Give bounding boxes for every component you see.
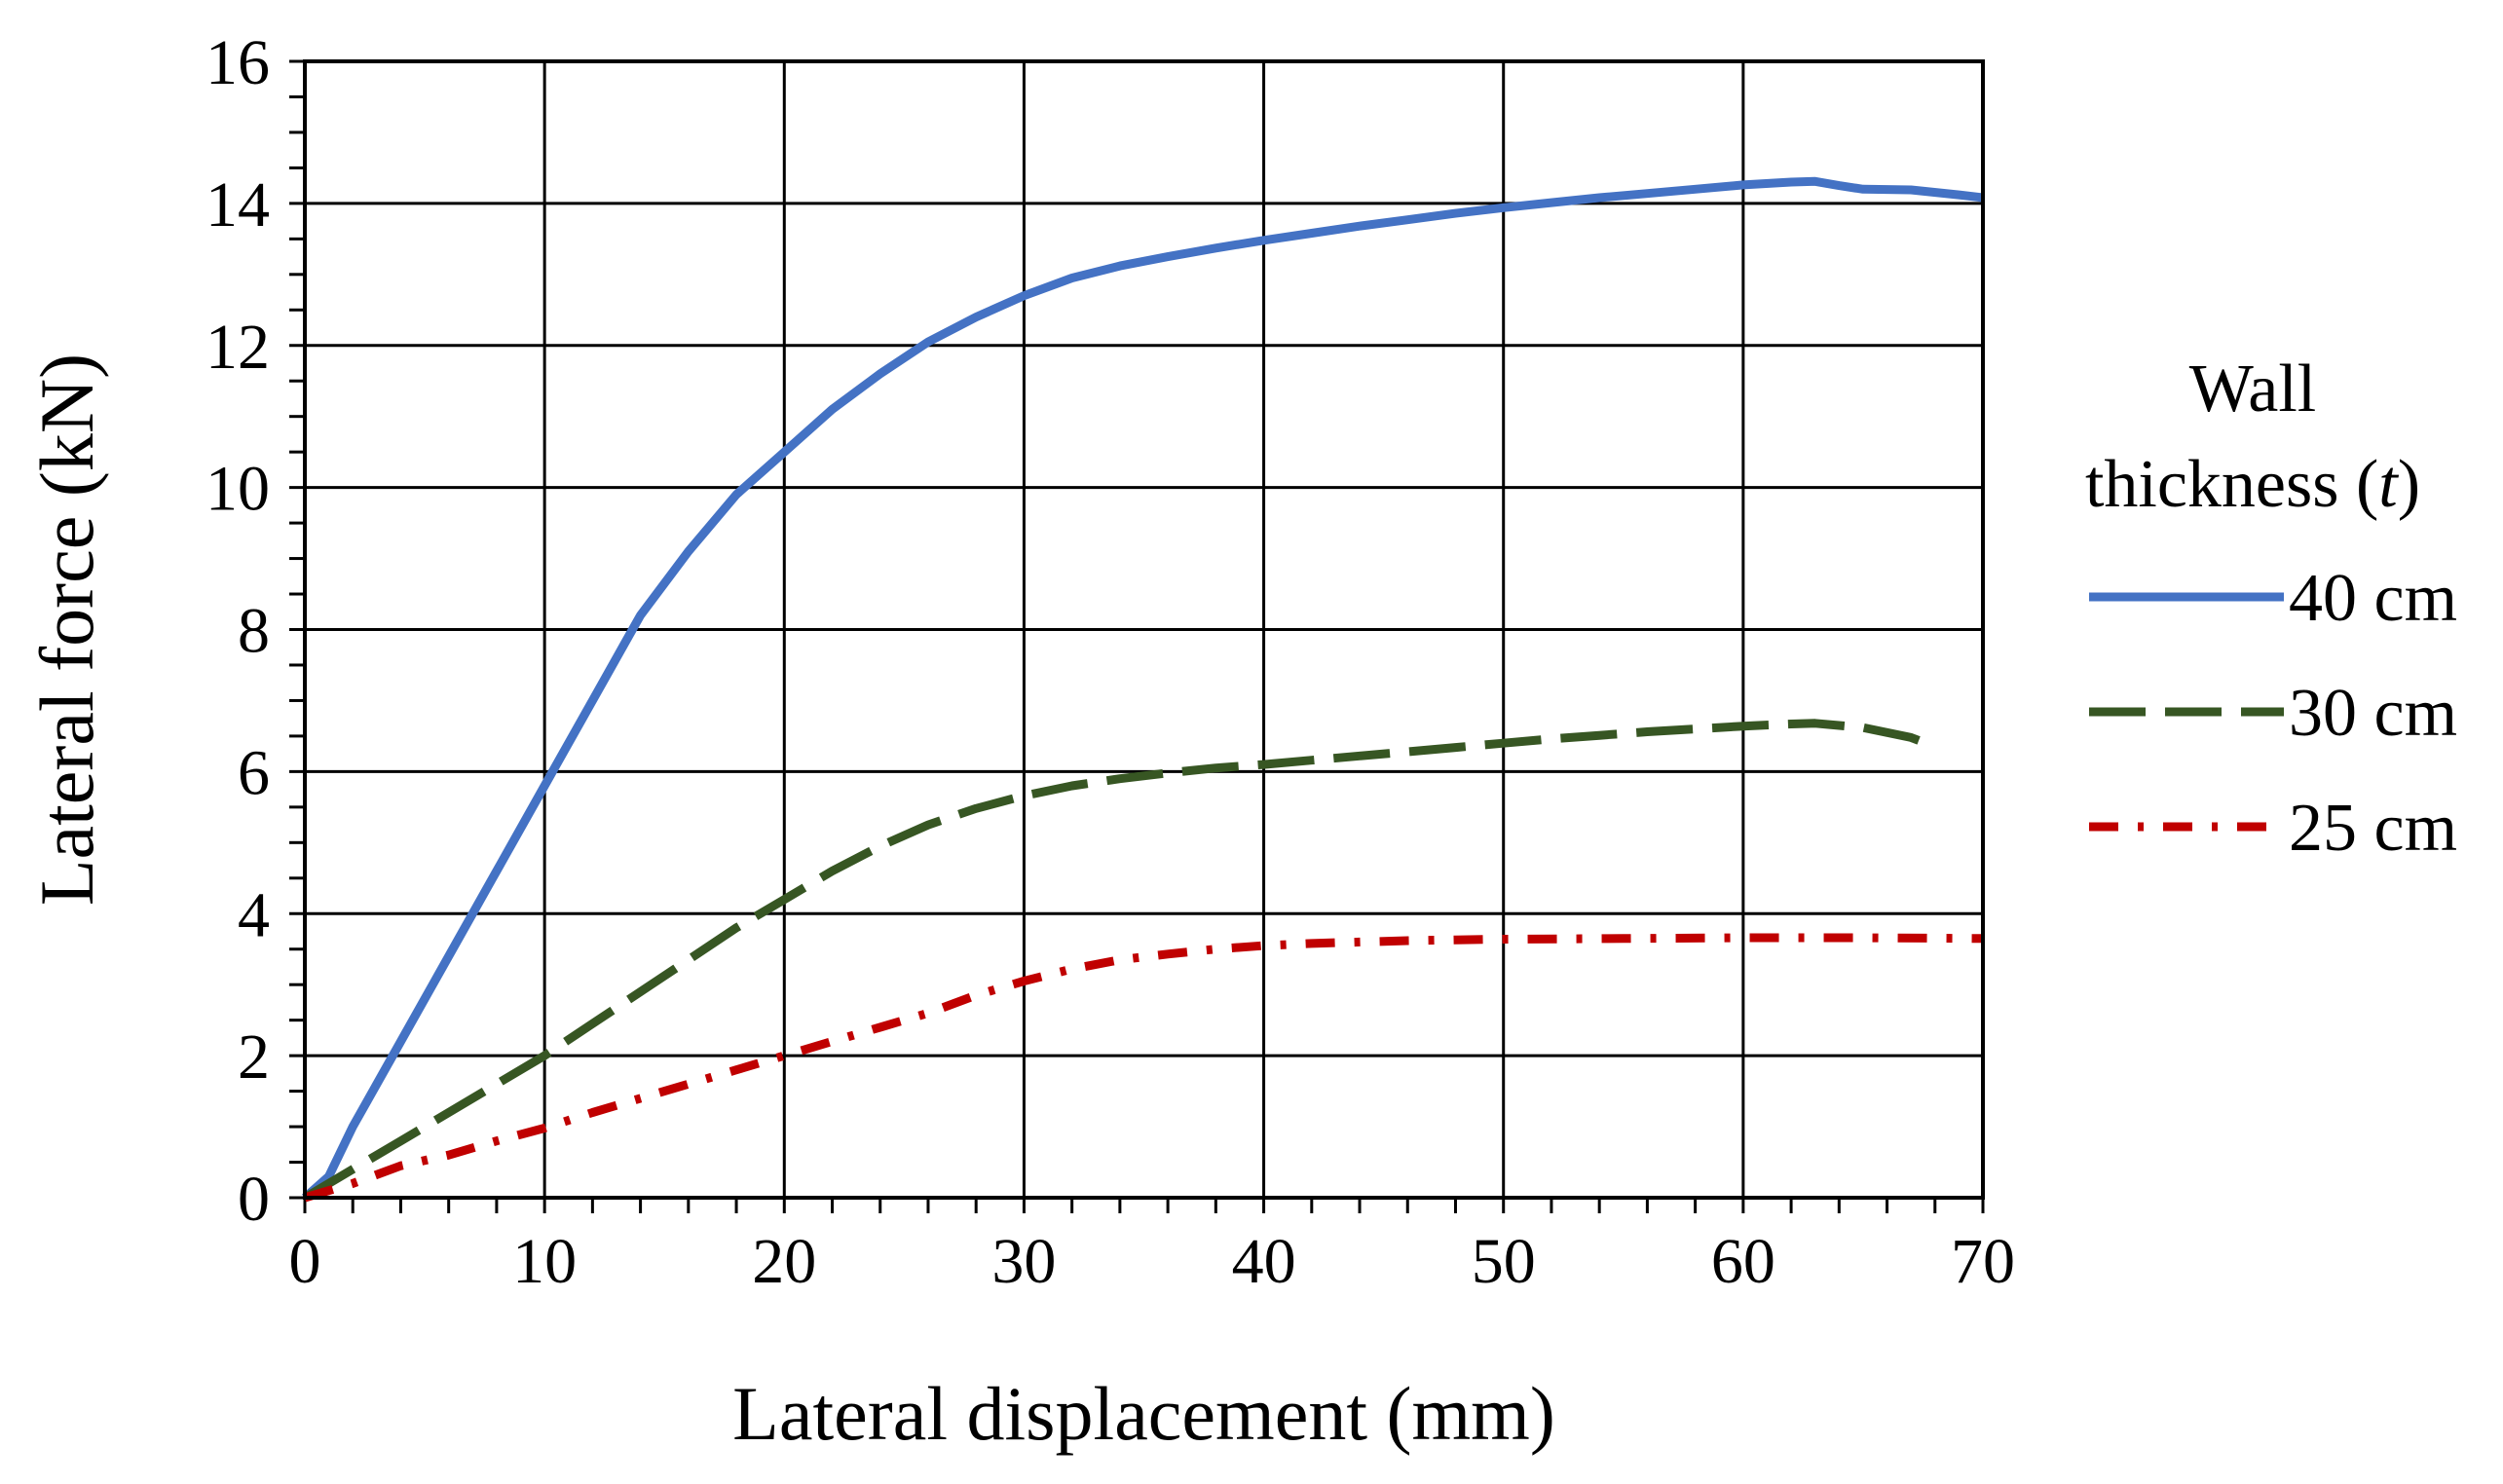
legend-title-line-2: thickness (t) bbox=[2085, 447, 2420, 522]
legend-entry-25-cm: 25 cm bbox=[2089, 791, 2457, 866]
legend-entry-30-cm: 30 cm bbox=[2089, 676, 2457, 751]
x-tick-label-2: 20 bbox=[752, 1226, 816, 1297]
plot-area-border bbox=[303, 59, 1985, 1200]
y-tick-label-7: 14 bbox=[205, 169, 270, 241]
legend-entry-40-cm: 40 cm bbox=[2089, 561, 2457, 636]
y-tick-label-3: 6 bbox=[238, 737, 270, 808]
y-tick-label-8: 16 bbox=[205, 27, 270, 98]
y-tick-label-0: 0 bbox=[238, 1164, 270, 1235]
y-tick-label-6: 12 bbox=[205, 312, 270, 383]
minor-ticks bbox=[289, 59, 1985, 1213]
legend-label-1: 30 cm bbox=[2289, 676, 2457, 751]
x-tick-labels: 0 10 20 30 40 50 60 70 bbox=[289, 1226, 2016, 1297]
series-line-30-cm bbox=[302, 719, 1937, 1202]
legend-title-italic-symbol: t bbox=[2378, 447, 2399, 522]
x-tick-label-5: 50 bbox=[1472, 1226, 1536, 1297]
x-tick-label-3: 30 bbox=[991, 1226, 1056, 1297]
y-axis-title: Lateral force (kN) bbox=[24, 353, 109, 906]
legend-title-line-1: Wall bbox=[2189, 352, 2316, 427]
x-tick-label-4: 40 bbox=[1232, 1226, 1296, 1297]
series-lines bbox=[302, 176, 1984, 1203]
x-axis-title: Lateral displacement (mm) bbox=[732, 1371, 1555, 1456]
x-tick-label-1: 10 bbox=[512, 1226, 577, 1297]
legend: Wall thickness (t) 40 cm 30 cm 25 cm bbox=[2085, 352, 2457, 866]
legend-label-2: 25 cm bbox=[2289, 791, 2457, 866]
y-tick-label-2: 4 bbox=[238, 879, 270, 950]
y-tick-label-5: 10 bbox=[205, 454, 270, 525]
legend-title-text: thickness ( bbox=[2085, 447, 2378, 522]
legend-entries: 40 cm 30 cm 25 cm bbox=[2089, 561, 2457, 866]
series-line-40-cm bbox=[302, 176, 1984, 1202]
legend-label-0: 40 cm bbox=[2289, 561, 2457, 636]
series-line-25-cm bbox=[303, 933, 1984, 1203]
x-tick-label-6: 60 bbox=[1711, 1226, 1775, 1297]
grid-lines bbox=[303, 59, 1985, 1200]
y-tick-label-1: 2 bbox=[238, 1021, 270, 1093]
x-tick-label-0: 0 bbox=[289, 1226, 321, 1297]
y-tick-label-4: 8 bbox=[238, 596, 270, 667]
legend-title-close-paren: ) bbox=[2398, 447, 2420, 522]
y-tick-labels: 0 2 4 6 8 10 12 14 16 bbox=[205, 27, 270, 1235]
x-tick-label-7: 70 bbox=[1951, 1226, 2015, 1297]
